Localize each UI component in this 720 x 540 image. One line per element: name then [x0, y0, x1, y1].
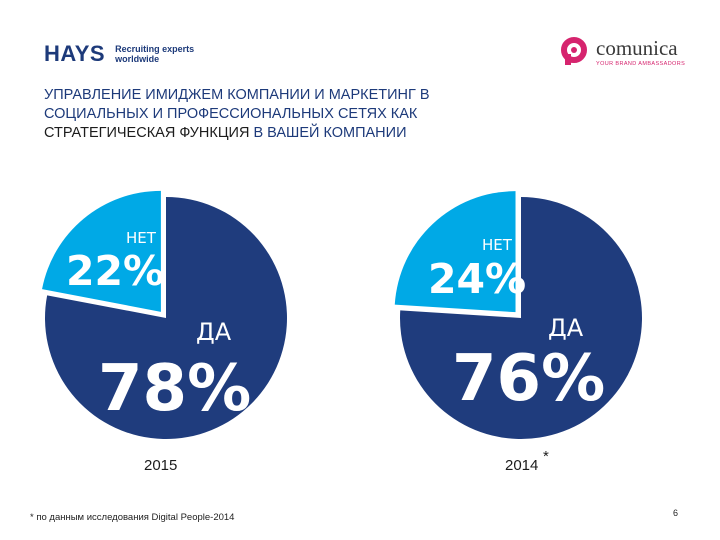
page-title: УПРАВЛЕНИЕ ИМИДЖЕМ КОМПАНИИ И МАРКЕТИНГ … — [44, 86, 564, 143]
comunica-mark-icon — [561, 37, 587, 65]
pie-2014-year: 2014 — [505, 457, 538, 474]
comunica-tagline: YOUR BRAND AMBASSADORS — [596, 61, 686, 67]
title-line-3-rest: В ВАШЕЙ КОМПАНИИ — [249, 125, 407, 141]
pie-2014-yes-value: 76% — [452, 342, 605, 416]
footnote: * по данным исследования Digital People-… — [30, 512, 235, 523]
pie-2014-slice-no — [394, 191, 516, 313]
pie-chart-2015: НЕТ 22% ДА 78% 2015 — [42, 190, 288, 474]
pie-chart-2014: НЕТ 24% ДА 76% 2014 * — [394, 191, 642, 474]
title-line-1: УПРАВЛЕНИЕ ИМИДЖЕМ КОМПАНИИ И МАРКЕТИНГ … — [44, 87, 430, 103]
hays-tagline: Recruiting experts worldwide — [115, 44, 194, 64]
pie-2015-no-value: 22% — [66, 247, 164, 295]
pie-2015-slice-no — [42, 190, 161, 312]
comunica-logo: comunica YOUR BRAND AMBASSADORS — [560, 36, 700, 70]
pie-2015-yes-value: 78% — [98, 352, 251, 426]
hays-wordmark: HAYS — [44, 41, 106, 66]
title-line-2: СОЦИАЛЬНЫХ И ПРОФЕССИОНАЛЬНЫХ СЕТЯХ КАК — [44, 106, 418, 122]
pie-2015-yes-label: ДА — [196, 318, 232, 346]
hays-tagline-line1: Recruiting experts — [115, 44, 195, 54]
title-line-3: СТРАТЕГИЧЕСКАЯ ФУНКЦИЯ В ВАШЕЙ КОМПАНИИ — [44, 124, 564, 143]
page-number: 6 — [673, 508, 679, 518]
pie-2015-slice-yes — [44, 197, 288, 440]
pie-2014-year-footnote-mark: * — [543, 448, 549, 465]
title-line-3-emphasis: СТРАТЕГИЧЕСКАЯ ФУНКЦИЯ — [44, 125, 250, 141]
pie-2015-year: 2015 — [144, 457, 177, 474]
pie-2014-slice-yes — [400, 197, 642, 439]
pie-2014-no-label: НЕТ — [482, 236, 513, 254]
comunica-wordmark: comunica — [596, 36, 678, 60]
hays-logo: HAYS Recruiting experts worldwide — [44, 40, 194, 68]
pie-2014-no-value: 24% — [428, 255, 526, 303]
pie-2015-no-label: НЕТ — [126, 229, 157, 247]
pie-2014-yes-label: ДА — [548, 314, 584, 342]
hays-tagline-line2: worldwide — [115, 54, 160, 64]
